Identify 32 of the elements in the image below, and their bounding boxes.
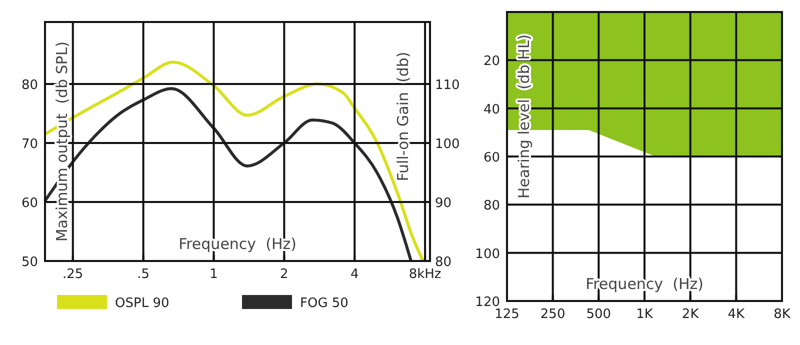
y-axis-title: Maximum output (db SPL) <box>53 41 71 242</box>
y-tick-label: 40 <box>483 102 500 118</box>
x-tick-label: 8K <box>774 307 791 322</box>
y-tick-label: 120 <box>475 295 500 310</box>
x-tick-label: 125 <box>494 307 520 322</box>
y-tick-label: 70 <box>21 136 38 152</box>
x-tick-label: 2K <box>682 307 700 322</box>
x-tick-label: 500 <box>586 307 612 322</box>
legend-label: OSPL 90 <box>115 296 170 311</box>
y-tick-label: 80 <box>483 198 500 214</box>
y2-tick-label: 100 <box>435 136 460 152</box>
x-tick-label: 1 <box>210 267 218 282</box>
x-tick-label: 4 <box>350 267 359 282</box>
y2-tick-label: 90 <box>435 196 452 211</box>
x-tick-label: 250 <box>540 307 566 322</box>
x-tick-label: 8kHz <box>408 267 442 282</box>
y-tick-label: 60 <box>21 196 38 211</box>
y2-axis-title: Full-on Gain (db) <box>394 52 412 182</box>
y-tick-label: 100 <box>475 246 500 262</box>
legend-label: FOG 50 <box>300 296 348 311</box>
y2-tick-label: 80 <box>435 255 452 270</box>
x-tick-label: .5 <box>137 267 150 282</box>
x-tick-label: 2 <box>280 267 288 282</box>
y-tick-label: 50 <box>21 255 38 270</box>
y2-tick-label: 110 <box>435 78 460 93</box>
y-tick-label: 80 <box>21 78 38 93</box>
y-axis-title: Hearing level (db HL) <box>515 34 533 199</box>
x-tick-label: 4K <box>728 307 746 322</box>
y-tick-label: 60 <box>483 150 500 166</box>
x-tick-label: 1K <box>636 307 654 322</box>
y-tick-label: 20 <box>483 54 500 70</box>
x-tick-label: .25 <box>62 267 84 282</box>
